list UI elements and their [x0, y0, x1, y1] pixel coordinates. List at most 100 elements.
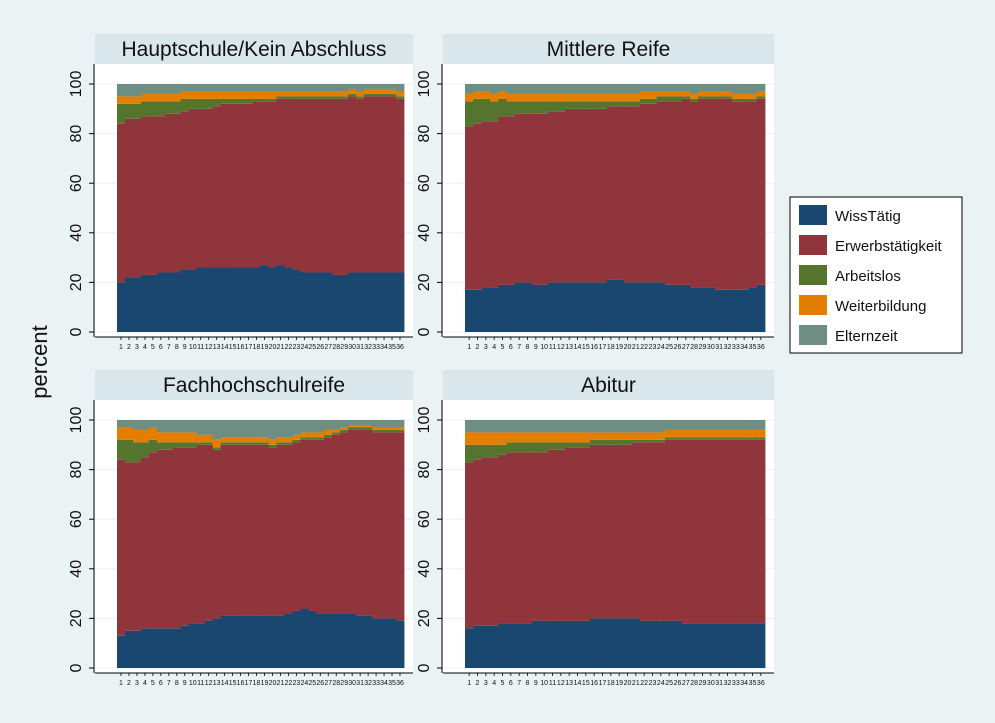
bar-segment-weiterbildung — [340, 91, 349, 97]
bar-segment-arbeitslos — [731, 437, 741, 440]
bar-segment-erwerbstätigkeit — [515, 452, 524, 624]
bar-segment-weiterbildung — [188, 432, 198, 443]
bar-segment-weiterbildung — [515, 432, 524, 443]
bar-segment-elternzeit — [665, 84, 674, 92]
bar-segment-weiterbildung — [756, 91, 766, 97]
bar-segment-weiterbildung — [565, 432, 574, 443]
bar-segment-erwerbstätigkeit — [244, 444, 253, 616]
bar-segment-elternzeit — [212, 420, 222, 440]
panel-header — [443, 370, 774, 400]
bar-segment-elternzeit — [556, 84, 566, 94]
bar-segment-weiterbildung — [228, 437, 237, 443]
bar-segment-elternzeit — [673, 420, 683, 430]
bar-segment-elternzeit — [236, 84, 245, 92]
bar-segment-elternzeit — [124, 420, 134, 428]
bar-segment-erwerbstätigkeit — [748, 101, 758, 288]
bar-segment-erwerbstätigkeit — [565, 447, 574, 621]
x-tick-label: 12 — [557, 344, 565, 351]
panel-header — [95, 34, 413, 64]
bar-segment-arbeitslos — [276, 442, 285, 445]
bar-segment-wisstätig — [640, 620, 649, 668]
bar-segment-wisstätig — [548, 620, 558, 668]
y-tick-label: 0 — [68, 327, 85, 336]
bar-segment-weiterbildung — [598, 93, 608, 102]
bar-segment-weiterbildung — [506, 93, 516, 102]
bar-segment-erwerbstätigkeit — [332, 98, 341, 275]
bar-segment-arbeitslos — [506, 101, 516, 117]
bar-segment-erwerbstätigkeit — [324, 437, 333, 614]
bar-segment-wisstätig — [523, 623, 533, 668]
bar-segment-erwerbstätigkeit — [292, 98, 301, 270]
x-tick-label: 2 — [476, 680, 480, 687]
bar-segment-wisstätig — [356, 272, 365, 332]
x-tick-label: 7 — [167, 680, 171, 687]
bar-segment-elternzeit — [172, 420, 182, 433]
bar-segment-weiterbildung — [498, 91, 508, 99]
bar-segment-arbeitslos — [316, 437, 325, 440]
bar-segment-erwerbstätigkeit — [631, 442, 641, 619]
bar-segment-erwerbstätigkeit — [164, 113, 174, 273]
bar-segment-elternzeit — [698, 84, 708, 92]
bar-segment-elternzeit — [300, 420, 309, 433]
bar-segment-wisstätig — [598, 618, 608, 668]
bar-segment-weiterbildung — [615, 93, 624, 102]
bar-segment-arbeitslos — [140, 442, 150, 458]
x-tick-label: 8 — [175, 680, 179, 687]
bar-segment-elternzeit — [252, 420, 261, 438]
x-tick-label: 23 — [649, 344, 657, 351]
bar-segment-wisstätig — [372, 272, 381, 332]
bar-segment-wisstätig — [124, 630, 134, 668]
bar-segment-arbeitslos — [220, 442, 230, 445]
bar-segment-wisstätig — [573, 620, 583, 668]
bar-segment-erwerbstätigkeit — [490, 121, 499, 288]
bar-segment-erwerbstätigkeit — [540, 452, 549, 621]
bar-segment-weiterbildung — [756, 429, 766, 438]
bar-segment-weiterbildung — [606, 93, 616, 102]
bar-segment-erwerbstätigkeit — [556, 111, 566, 283]
bar-segment-weiterbildung — [540, 93, 549, 102]
y-tick-label: 100 — [416, 407, 433, 434]
bar-segment-weiterbildung — [706, 429, 716, 438]
bar-segment-erwerbstätigkeit — [506, 116, 516, 285]
x-tick-label: 25 — [308, 344, 316, 351]
x-tick-label: 11 — [549, 344, 556, 351]
bar-segment-wisstätig — [316, 613, 325, 668]
bar-segment-erwerbstätigkeit — [332, 434, 341, 614]
y-tick-label: 20 — [416, 609, 433, 627]
bar-segment-weiterbildung — [548, 93, 558, 102]
x-tick-label: 9 — [534, 344, 538, 351]
bar-segment-erwerbstätigkeit — [523, 452, 533, 624]
bar-segment-arbeitslos — [590, 101, 599, 109]
bar-segment-arbeitslos — [731, 98, 741, 102]
bar-segment-elternzeit — [324, 84, 333, 92]
y-tick-label: 40 — [68, 560, 85, 578]
bar-segment-erwerbstätigkeit — [548, 111, 558, 283]
x-tick-label: 13 — [565, 344, 573, 351]
x-tick-label: 32 — [364, 344, 372, 351]
bar-segment-wisstätig — [212, 267, 222, 332]
bar-segment-weiterbildung — [673, 91, 683, 97]
bar-segment-wisstätig — [180, 625, 190, 668]
panel-header — [95, 370, 413, 400]
bar-segment-erwerbstätigkeit — [228, 444, 237, 616]
x-tick-label: 14 — [221, 680, 229, 687]
bar-segment-wisstätig — [244, 615, 253, 668]
bar-segment-erwerbstätigkeit — [598, 108, 608, 283]
bar-segment-wisstätig — [748, 287, 758, 332]
bar-segment-erwerbstätigkeit — [212, 449, 222, 619]
bar-segment-weiterbildung — [656, 432, 666, 440]
bar-segment-arbeitslos — [465, 101, 474, 127]
bar-segment-weiterbildung — [228, 91, 237, 99]
legend-swatch — [799, 235, 827, 255]
bar-segment-elternzeit — [340, 420, 349, 428]
bar-segment-weiterbildung — [268, 91, 277, 99]
x-tick-label: 29 — [340, 344, 348, 351]
bar-segment-elternzeit — [316, 84, 325, 92]
x-tick-label: 29 — [340, 680, 348, 687]
bar-segment-arbeitslos — [498, 98, 508, 117]
bar-segment-erwerbstätigkeit — [372, 96, 381, 273]
bar-segment-arbeitslos — [515, 101, 524, 114]
bar-segment-erwerbstätigkeit — [316, 98, 325, 273]
bar-segment-erwerbstätigkeit — [140, 116, 150, 275]
bar-segment-wisstätig — [740, 623, 749, 668]
